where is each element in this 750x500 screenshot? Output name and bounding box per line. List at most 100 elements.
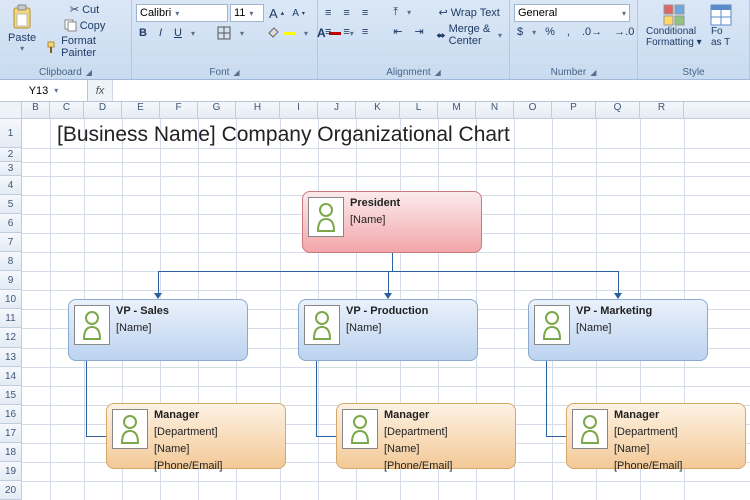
row-header[interactable]: 1: [0, 119, 22, 148]
worksheet: BCDEFGHIJKLMNOPQR 1234567891011121314151…: [0, 102, 750, 500]
col-header[interactable]: F: [160, 102, 198, 118]
col-header[interactable]: B: [22, 102, 50, 118]
col-header[interactable]: G: [198, 102, 236, 118]
cut-button[interactable]: ✂Cut: [42, 2, 127, 17]
col-header[interactable]: N: [476, 102, 514, 118]
select-all-corner[interactable]: [0, 102, 22, 118]
wrap-text-button[interactable]: ↩Wrap Text: [433, 5, 505, 20]
col-header[interactable]: R: [640, 102, 684, 118]
avatar-placeholder: [342, 409, 378, 449]
row-header[interactable]: 19: [0, 462, 22, 481]
conditional-formatting-button[interactable]: ConditionalFormatting ▾: [642, 2, 706, 50]
node-text: Manager[Department][Name][Phone/Email]: [154, 409, 222, 463]
font-name-select[interactable]: Calibri▾: [136, 4, 228, 22]
align-top-button[interactable]: ≡: [322, 6, 334, 20]
decrease-indent-button[interactable]: ⇤: [390, 24, 405, 39]
row-header[interactable]: 4: [0, 176, 22, 195]
row-header[interactable]: 18: [0, 443, 22, 462]
col-header[interactable]: H: [236, 102, 280, 118]
col-header[interactable]: L: [400, 102, 438, 118]
dialog-launcher-icon[interactable]: ◢: [590, 68, 596, 77]
name-box[interactable]: Y13▾: [0, 80, 88, 101]
col-header[interactable]: J: [318, 102, 356, 118]
fill-color-button[interactable]: [263, 25, 298, 41]
currency-button[interactable]: $: [514, 25, 526, 39]
ribbon-group-clipboard: Paste ▾ ✂Cut Copy Format Painter Clipboa…: [0, 0, 132, 79]
org-node-president[interactable]: President [Name]: [302, 191, 482, 253]
format-as-table-button[interactable]: Foas T: [706, 2, 736, 50]
row-header[interactable]: 8: [0, 252, 22, 271]
format-painter-button[interactable]: Format Painter: [42, 34, 127, 60]
role-label: President: [350, 197, 400, 209]
row-header[interactable]: 20: [0, 481, 22, 500]
org-node-manager-1[interactable]: Manager[Department][Name][Phone/Email]: [336, 403, 516, 469]
increase-indent-button[interactable]: ⇥: [411, 24, 426, 39]
col-header[interactable]: C: [50, 102, 84, 118]
row-header[interactable]: 11: [0, 309, 22, 328]
avatar-placeholder: [112, 409, 148, 449]
row-header[interactable]: 9: [0, 271, 22, 290]
role-label: Manager: [614, 409, 682, 421]
underline-button[interactable]: U: [171, 26, 185, 40]
row-header[interactable]: 3: [0, 162, 22, 176]
borders-button[interactable]: [214, 25, 234, 41]
col-header[interactable]: E: [122, 102, 160, 118]
row-header[interactable]: 10: [0, 290, 22, 309]
row-header[interactable]: 17: [0, 424, 22, 443]
font-size-value: 11: [234, 7, 245, 19]
group-label-clipboard: Clipboard: [39, 67, 82, 78]
row-header[interactable]: 16: [0, 405, 22, 424]
row-header[interactable]: 13: [0, 348, 22, 367]
col-header[interactable]: Q: [596, 102, 640, 118]
col-header[interactable]: K: [356, 102, 400, 118]
percent-button[interactable]: %: [542, 25, 558, 39]
grid-area[interactable]: [Business Name] Company Organizational C…: [22, 119, 750, 500]
merge-center-button[interactable]: ⬌Merge & Center▾: [433, 22, 505, 48]
row-header[interactable]: 12: [0, 328, 22, 348]
row-header[interactable]: 5: [0, 195, 22, 214]
row-header[interactable]: 14: [0, 367, 22, 386]
row-header[interactable]: 2: [0, 148, 22, 162]
org-node-vp-1[interactable]: VP - Production[Name]: [298, 299, 478, 361]
row-header[interactable]: 6: [0, 214, 22, 233]
name-label: [Name]: [384, 443, 452, 455]
number-format-select[interactable]: General▾: [514, 4, 630, 22]
shrink-font-button[interactable]: A▾: [289, 7, 308, 20]
row-header[interactable]: 15: [0, 386, 22, 405]
col-header[interactable]: O: [514, 102, 552, 118]
grow-font-button[interactable]: A▴: [266, 5, 287, 22]
formula-input[interactable]: [112, 80, 750, 101]
col-header[interactable]: M: [438, 102, 476, 118]
name-label: [Name]: [154, 443, 222, 455]
name-label: [Name]: [346, 322, 428, 334]
col-header[interactable]: P: [552, 102, 596, 118]
col-header[interactable]: D: [84, 102, 122, 118]
align-bottom-button[interactable]: ≡: [359, 6, 371, 20]
align-middle-button[interactable]: ≡: [340, 6, 352, 20]
copy-button[interactable]: Copy: [42, 18, 127, 33]
increase-decimal-button[interactable]: .0→: [579, 25, 605, 39]
org-node-manager-0[interactable]: Manager[Department][Name][Phone/Email]: [106, 403, 286, 469]
decrease-decimal-button[interactable]: →.0: [611, 25, 637, 39]
dialog-launcher-icon[interactable]: ◢: [86, 68, 92, 77]
fx-icon[interactable]: fx: [88, 85, 112, 97]
orientation-button[interactable]: ⤒: [390, 5, 401, 20]
align-right-button[interactable]: ≡: [359, 25, 371, 39]
name-label: [Name]: [350, 214, 400, 226]
dialog-launcher-icon[interactable]: ◢: [233, 68, 239, 77]
org-node-manager-2[interactable]: Manager[Department][Name][Phone/Email]: [566, 403, 746, 469]
italic-button[interactable]: I: [156, 26, 165, 40]
font-size-select[interactable]: 11▾: [230, 4, 264, 22]
org-node-vp-2[interactable]: VP - Marketing[Name]: [528, 299, 708, 361]
col-header[interactable]: I: [280, 102, 318, 118]
org-node-vp-0[interactable]: VP - Sales[Name]: [68, 299, 248, 361]
dialog-launcher-icon[interactable]: ◢: [435, 68, 441, 77]
row-header[interactable]: 7: [0, 233, 22, 252]
paste-button[interactable]: Paste ▾: [4, 2, 40, 55]
align-left-button[interactable]: ≡: [322, 25, 334, 39]
bold-button[interactable]: B: [136, 26, 150, 40]
ribbon-group-alignment: ≡ ≡ ≡ ⤒▾ ≡ ≡ ≡ ⇤ ⇥ ↩Wrap Text ⬌Mer: [318, 0, 510, 79]
role-label: Manager: [154, 409, 222, 421]
align-center-button[interactable]: ≡: [340, 25, 352, 39]
comma-button[interactable]: ,: [564, 25, 573, 39]
